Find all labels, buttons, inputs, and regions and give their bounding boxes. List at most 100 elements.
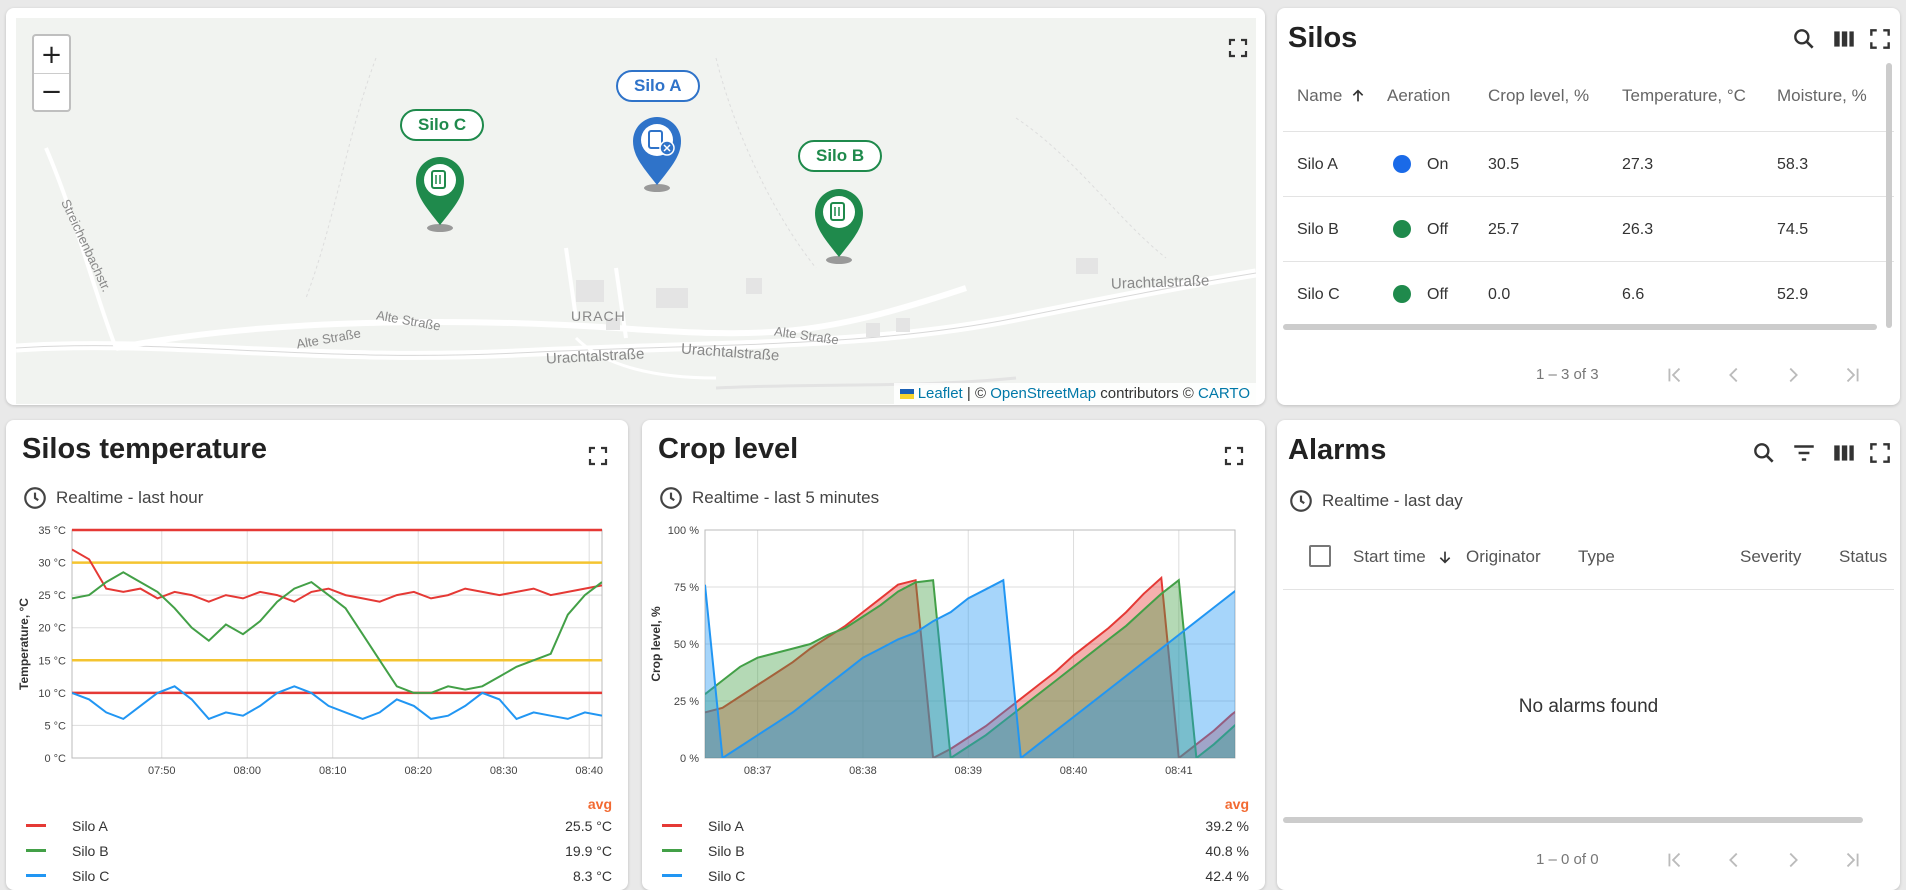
legend-item-silo-a[interactable]: Silo A 39.2 %: [656, 816, 1249, 836]
clock-icon: [1290, 490, 1312, 512]
search-icon[interactable]: [1791, 26, 1817, 52]
cell-temperature: 27.3: [1622, 156, 1654, 173]
column-header-status[interactable]: Status: [1839, 547, 1888, 566]
vertical-scrollbar[interactable]: [1886, 63, 1892, 328]
leaflet-link[interactable]: Leaflet: [917, 385, 963, 402]
map-card: URACH Urachtalstraße Urachtalstraße Urac…: [6, 8, 1265, 405]
column-header-start-time[interactable]: Start time: [1353, 547, 1426, 566]
marker-label-silo-c[interactable]: Silo C: [400, 109, 485, 141]
search-icon[interactable]: [1751, 440, 1777, 466]
marker-label-silo-a[interactable]: Silo A: [616, 70, 700, 102]
legend-item-silo-c[interactable]: Silo C 8.3 °C: [20, 866, 612, 886]
series-area-silo-c: [705, 580, 1235, 758]
crop-timewindow[interactable]: Realtime - last 5 minutes: [658, 485, 879, 511]
x-tick-label: 08:41: [1165, 765, 1193, 777]
legend-item-silo-b[interactable]: Silo B 19.9 °C: [20, 841, 612, 861]
cell-temperature: 26.3: [1622, 221, 1654, 238]
y-tick-label: 0 °C: [44, 753, 66, 765]
cell-temperature: 6.6: [1622, 286, 1645, 303]
carto-link[interactable]: CARTO: [1198, 385, 1250, 402]
series-line-silo-b: [705, 578, 1235, 758]
column-header-moisture[interactable]: Moisture, %: [1777, 86, 1867, 105]
crop-fullscreen-icon[interactable]: [1222, 444, 1246, 468]
last-page-icon[interactable]: [1842, 364, 1864, 386]
temperature-subtitle: Realtime - last hour: [56, 488, 204, 507]
zoom-out-button[interactable]: −: [34, 73, 69, 110]
legend-name: Silo B: [708, 843, 745, 859]
cell-name: Silo B: [1297, 221, 1339, 238]
last-page-icon[interactable]: [1842, 849, 1864, 871]
legend-swatch: [26, 874, 46, 877]
legend-name: Silo B: [72, 843, 109, 859]
column-header-name[interactable]: Name: [1297, 86, 1343, 105]
legend-value: 25.5 °C: [565, 818, 612, 834]
aeration-status-dot: [1393, 220, 1411, 238]
temperature-avg-label: avg: [587, 796, 612, 812]
x-tick-label: 08:40: [1060, 765, 1088, 777]
filter-icon[interactable]: [1791, 440, 1817, 466]
silos-card: Silos Name Aeration Crop level, % Temper…: [1277, 8, 1900, 405]
columns-icon[interactable]: [1831, 26, 1857, 52]
legend-value: 19.9 °C: [565, 843, 612, 859]
empty-state-message: No alarms found: [1518, 696, 1659, 717]
legend-item-silo-b[interactable]: Silo B 40.8 %: [656, 841, 1249, 861]
legend-item-silo-c[interactable]: Silo C 42.4 %: [656, 866, 1249, 886]
prev-page-icon[interactable]: [1723, 849, 1745, 871]
first-page-icon[interactable]: [1663, 364, 1685, 386]
temperature-fullscreen-icon[interactable]: [586, 444, 610, 468]
cell-aeration: Off: [1427, 286, 1449, 303]
attribution-sep: | ©: [962, 385, 991, 402]
silos-title: Silos: [1288, 22, 1358, 54]
series-area-silo-a: [705, 577, 1235, 758]
alarms-timewindow[interactable]: Realtime - last day: [1288, 488, 1463, 514]
attribution-contrib: contributors ©: [1096, 385, 1199, 402]
y-tick-label: 75 %: [674, 582, 699, 594]
prev-page-icon[interactable]: [1723, 364, 1745, 386]
y-tick-label: 20 °C: [38, 623, 66, 635]
marker-pin-silo-b[interactable]: [813, 185, 865, 265]
marker-pin-silo-c[interactable]: [414, 153, 466, 233]
temperature-chart[interactable]: 0 °C 5 °C 10 °C 15 °C 20 °C 25 °C 30 °C 35 °C 07…: [6, 520, 628, 780]
marker-pin-silo-a[interactable]: [631, 113, 683, 193]
map[interactable]: URACH Urachtalstraße Urachtalstraße Urac…: [16, 18, 1256, 404]
cell-moisture: 58.3: [1777, 156, 1809, 173]
series-line-silo-a: [705, 575, 1235, 758]
sort-up-icon[interactable]: [1350, 88, 1366, 104]
horizontal-scrollbar[interactable]: [1283, 817, 1863, 823]
map-fullscreen-icon[interactable]: [1226, 36, 1250, 60]
alarms-fullscreen-icon[interactable]: [1867, 440, 1893, 466]
y-tick-label: 15 °C: [38, 655, 66, 667]
osm-link[interactable]: OpenStreetMap: [990, 385, 1097, 402]
legend-item-silo-a[interactable]: Silo A 25.5 °C: [20, 816, 612, 836]
legend-value: 39.2 %: [1205, 818, 1249, 834]
silos-fullscreen-icon[interactable]: [1867, 26, 1893, 52]
first-page-icon[interactable]: [1663, 849, 1685, 871]
horizontal-scrollbar[interactable]: [1283, 324, 1877, 330]
series-line-silo-a: [72, 548, 602, 603]
marker-label-silo-b[interactable]: Silo B: [798, 140, 883, 172]
crop-chart[interactable]: 0 % 25 % 50 % 75 % 100 % 08:37 08:38 08:39 08:40…: [642, 520, 1265, 780]
x-tick-label: 08:00: [233, 765, 261, 777]
x-tick-label: 08:38: [849, 765, 877, 777]
cell-name: Silo A: [1297, 156, 1338, 173]
legend-swatch: [662, 824, 682, 827]
column-header-type[interactable]: Type: [1578, 547, 1615, 566]
legend-value: 42.4 %: [1205, 868, 1249, 884]
columns-icon[interactable]: [1831, 440, 1857, 466]
legend-swatch: [26, 849, 46, 852]
select-all-checkbox[interactable]: [1309, 545, 1331, 567]
column-header-crop[interactable]: Crop level, %: [1488, 86, 1590, 105]
column-header-aeration[interactable]: Aeration: [1387, 86, 1451, 105]
column-header-temperature[interactable]: Temperature, °C: [1622, 86, 1746, 105]
temperature-timewindow[interactable]: Realtime - last hour: [22, 485, 203, 511]
column-header-severity[interactable]: Severity: [1740, 547, 1802, 566]
sort-down-icon[interactable]: [1437, 549, 1453, 565]
next-page-icon[interactable]: [1782, 849, 1804, 871]
zoom-in-button[interactable]: +: [40, 39, 63, 70]
column-header-originator[interactable]: Originator: [1466, 547, 1541, 566]
y-tick-label: 25 %: [674, 696, 699, 708]
clock-icon: [24, 487, 46, 509]
next-page-icon[interactable]: [1782, 364, 1804, 386]
crop-level-card: Crop level Realtime - last 5 minutes 0 %…: [642, 420, 1265, 890]
crop-avg-label: avg: [1224, 796, 1249, 812]
